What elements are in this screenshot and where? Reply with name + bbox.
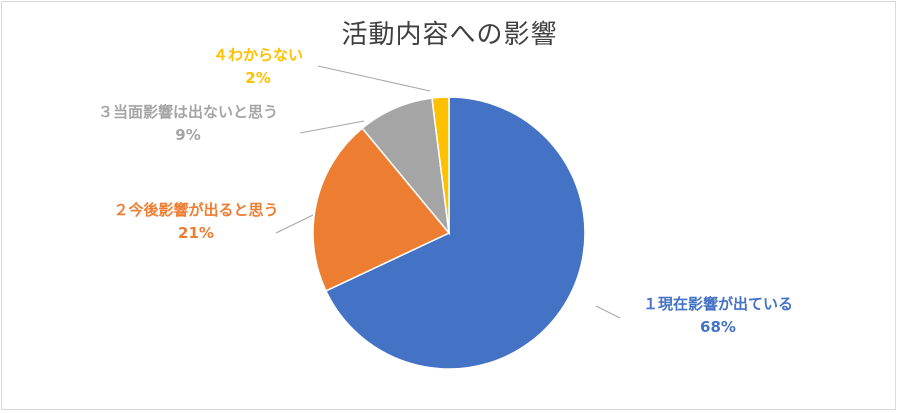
slice-label-2: ２今後影響が出ると思う [113,201,278,219]
leader-line-1 [595,305,621,319]
slice-label-1: １現在影響が出ている [643,295,793,313]
slice-label-3: ３当面影響は出ないと思う [98,103,278,121]
slice-percent-4: 2% [245,69,270,87]
pie-slice-1 [324,96,586,370]
pie-slice-2 [312,127,451,292]
slice-percent-3: 9% [175,126,200,144]
pie-slice-4 [431,96,450,234]
slice-label-4: ４わからない [213,46,303,64]
leader-line-2 [275,214,314,234]
slice-percent-1: 68% [700,318,736,336]
leader-line-4 [317,65,431,92]
slice-percent-2: 21% [178,224,214,242]
leader-line-3 [299,120,365,134]
chart-title: 活動内容への影響 [341,20,558,50]
